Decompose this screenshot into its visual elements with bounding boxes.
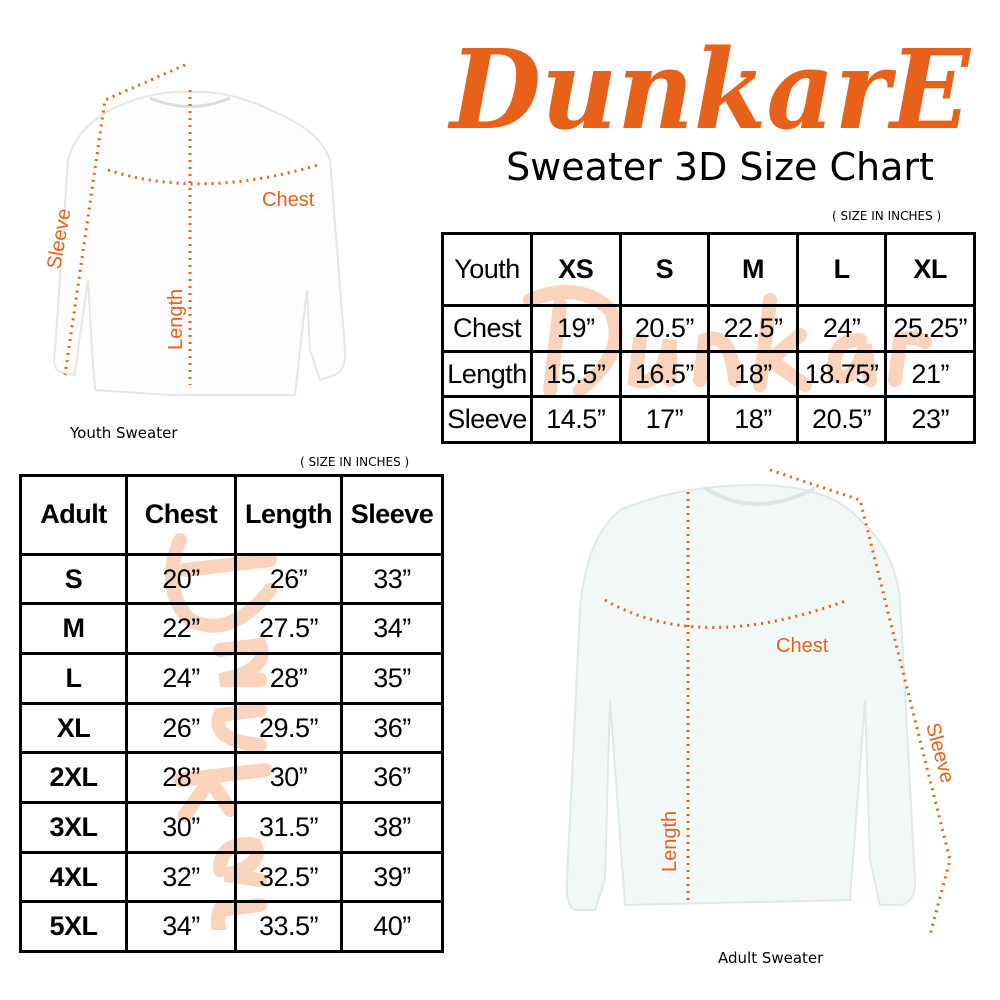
youth-sweater-illustration: Chest Length Sleeve (43, 63, 347, 396)
row-label-cell: S (19, 552, 128, 606)
value-cell: 36” (340, 701, 444, 755)
row-label-cell: XL (19, 701, 128, 755)
value-cell: 25.25” (884, 304, 976, 353)
table-row: S 20” 26” 33” (19, 552, 444, 606)
value-cell: 15.5” (530, 349, 622, 399)
header-cell: S (618, 231, 711, 308)
youth-chest-label: Chest (262, 189, 315, 211)
table-header-row: Adult Chest Length Sleeve (19, 474, 444, 556)
value-cell: 38” (340, 801, 444, 854)
value-cell: 32.5” (234, 850, 343, 904)
adult-chest-label: Chest (776, 635, 829, 657)
row-label-cell: Chest (441, 304, 533, 353)
table-header-row: Youth XS S M L XL (441, 231, 976, 308)
row-label-cell: 4XL (19, 850, 128, 904)
value-cell: 36” (340, 751, 444, 805)
youth-caption: Youth Sweater (70, 424, 178, 442)
header-cell: Adult (19, 474, 128, 556)
value-cell: 14.5” (530, 395, 622, 444)
header-cell: XL (884, 231, 976, 308)
value-cell: 31.5” (234, 801, 343, 854)
value-cell: 34” (340, 602, 444, 656)
value-cell: 22” (125, 602, 237, 656)
value-cell: 24” (795, 304, 888, 353)
adult-sweater-illustration: Chest Length Sleeve (565, 468, 958, 936)
value-cell: 24” (125, 652, 237, 705)
value-cell: 17” (618, 395, 711, 444)
row-label-cell: Sleeve (441, 395, 533, 444)
header-cell: Sleeve (340, 474, 444, 556)
table-row: XL 26” 29.5” 36” (19, 701, 444, 755)
youth-length-label: Length (165, 289, 187, 350)
header-cell: L (795, 231, 888, 308)
header-cell: Youth (441, 231, 533, 308)
value-cell: 28” (125, 751, 237, 805)
row-label-cell: Length (441, 349, 533, 399)
value-cell: 40” (340, 900, 444, 953)
header-cell: Length (234, 474, 343, 556)
svg-text:DunkarE: DunkarE (447, 25, 972, 150)
row-label-cell: L (19, 652, 128, 705)
table-row: Length 15.5” 16.5” 18” 18.75” 21” (441, 349, 976, 399)
page-title: Sweater 3D Size Chart (506, 145, 934, 189)
youth-size-table: Youth XS S M L XL Chest 19” 20.5” 22.5” 24” 2… (441, 231, 976, 444)
adult-size-note: ( SIZE IN INCHES ) (300, 455, 410, 469)
value-cell: 30” (234, 751, 343, 805)
value-cell: 20.5” (795, 395, 888, 444)
table-row: 2XL 28” 30” 36” (19, 751, 444, 805)
table-row: Sleeve 14.5” 17” 18” 20.5” 23” (441, 395, 976, 444)
row-label-cell: M (19, 602, 128, 656)
adult-caption: Adult Sweater (718, 949, 824, 967)
table-row: M 22” 27.5” 34” (19, 602, 444, 656)
value-cell: 33” (340, 552, 444, 606)
value-cell: 29.5” (234, 701, 343, 755)
header-cell: Chest (125, 474, 237, 556)
adult-sleeve-label: Sleeve (921, 721, 958, 786)
value-cell: 23” (884, 395, 976, 444)
row-label-cell: 2XL (19, 751, 128, 805)
table-row: L 24” 28” 35” (19, 652, 444, 705)
value-cell: 20” (125, 552, 237, 606)
value-cell: 33.5” (234, 900, 343, 953)
value-cell: 26” (125, 701, 237, 755)
table-row: 5XL 34” 33.5” 40” (19, 900, 444, 953)
adult-size-table: Adult Chest Length Sleeve S 20” 26” 33” M 22”… (19, 474, 444, 953)
value-cell: 32” (125, 850, 237, 904)
row-label-cell: 5XL (19, 900, 128, 953)
table-row: 4XL 32” 32.5” 39” (19, 850, 444, 904)
row-label-cell: 3XL (19, 801, 128, 854)
value-cell: 35” (340, 652, 444, 705)
adult-length-label: Length (659, 811, 681, 872)
youth-size-note: ( SIZE IN INCHES ) (832, 209, 942, 223)
value-cell: 28” (234, 652, 343, 705)
table-row: 3XL 30” 31.5” 38” (19, 801, 444, 854)
value-cell: 18” (707, 349, 799, 399)
header-cell: M (707, 231, 799, 308)
value-cell: 21” (884, 349, 976, 399)
value-cell: 34” (125, 900, 237, 953)
value-cell: 27.5” (234, 602, 343, 656)
value-cell: 39” (340, 850, 444, 904)
brand-logo: DunkarE (447, 25, 972, 150)
value-cell: 16.5” (618, 349, 711, 399)
value-cell: 18” (707, 395, 799, 444)
value-cell: 20.5” (618, 304, 711, 353)
table-row: Chest 19” 20.5” 22.5” 24” 25.25” (441, 304, 976, 353)
header-cell: XS (530, 231, 622, 308)
value-cell: 18.75” (795, 349, 888, 399)
value-cell: 26” (234, 552, 343, 606)
value-cell: 22.5” (707, 304, 799, 353)
value-cell: 30” (125, 801, 237, 854)
value-cell: 19” (530, 304, 622, 353)
